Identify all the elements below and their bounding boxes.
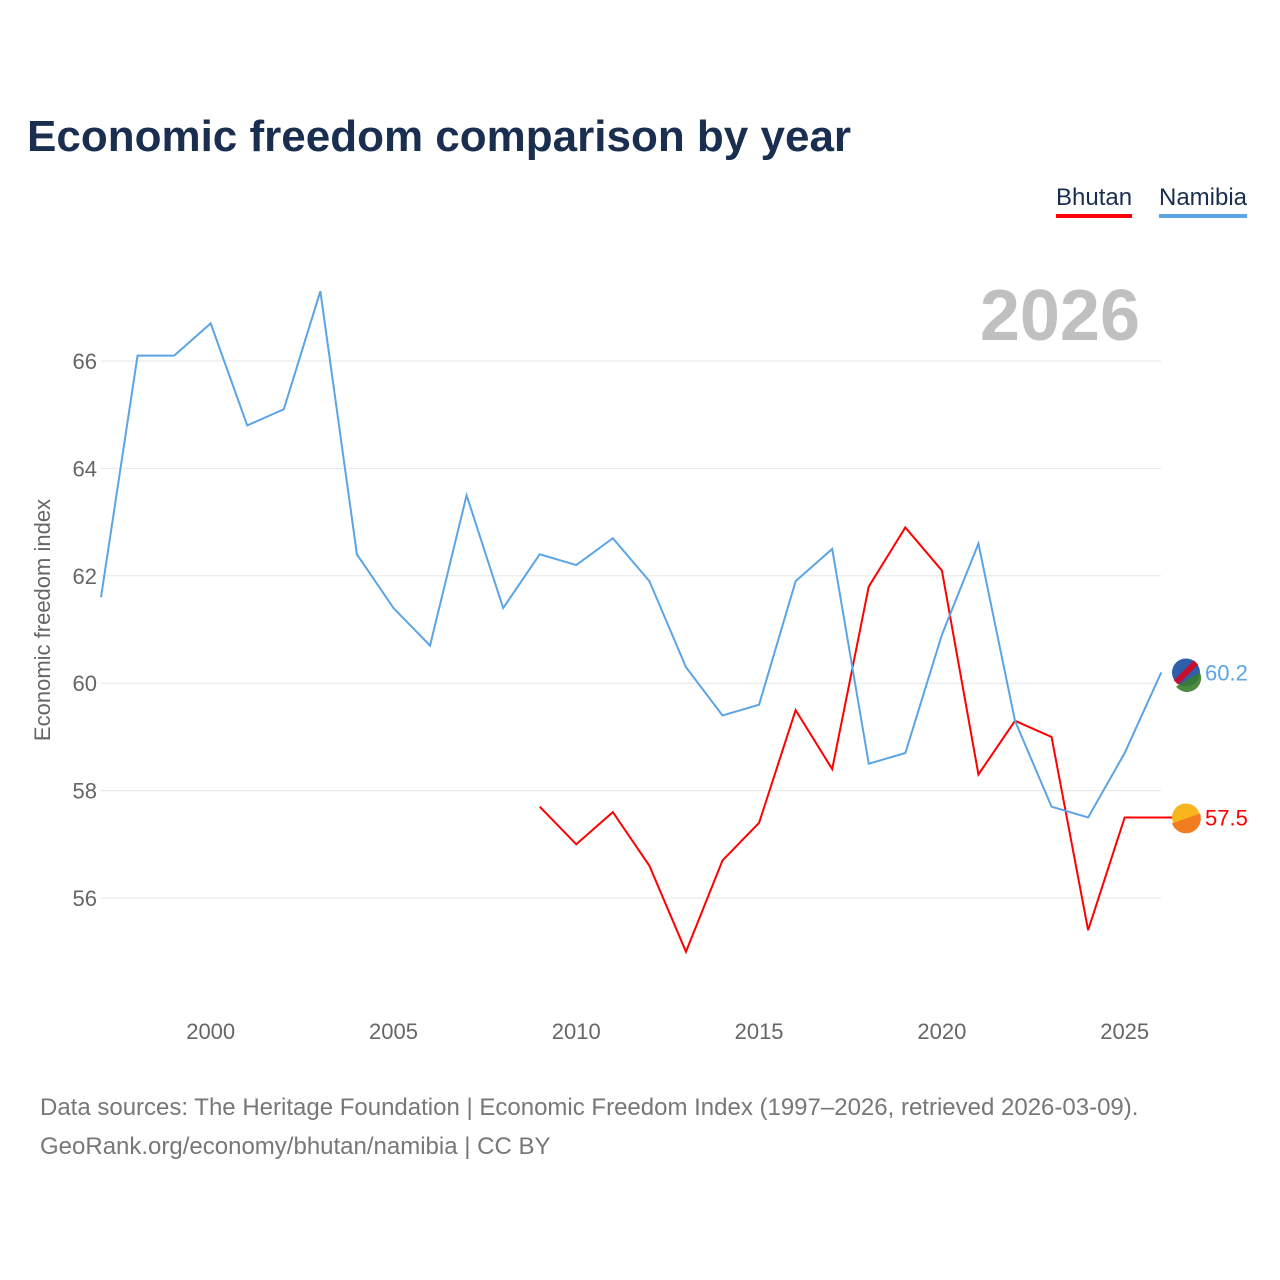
- x-tick-label: 2005: [369, 1019, 418, 1044]
- y-tick-label: 58: [73, 779, 97, 804]
- series-line-namibia: [100, 290, 1163, 819]
- end-value-label: 60.2: [1205, 660, 1248, 685]
- y-tick-label: 66: [73, 349, 97, 374]
- y-axis-label: Economic freedom index: [30, 499, 55, 741]
- x-tick-label: 2020: [917, 1019, 966, 1044]
- y-tick-label: 56: [73, 886, 97, 911]
- flag-stripe: [1173, 660, 1199, 685]
- legend-bhutan[interactable]: Bhutan: [1056, 184, 1133, 218]
- chart-title: Economic freedom comparison by year: [27, 112, 852, 161]
- end-value-label: 57.5: [1205, 805, 1248, 830]
- flag-green: [1176, 672, 1202, 692]
- y-tick-label: 62: [73, 564, 97, 589]
- source-line-2[interactable]: GeoRank.org/economy/bhutan/namibia | CC …: [40, 1133, 551, 1160]
- legend-namibia[interactable]: Namibia: [1159, 184, 1248, 218]
- y-tick-label: 64: [73, 456, 97, 481]
- x-tick-label: 2025: [1100, 1019, 1149, 1044]
- x-tick-label: 2010: [552, 1019, 601, 1044]
- source-note: Data sources: The Heritage Foundation | …: [40, 1088, 1138, 1166]
- flag-orange: [1172, 813, 1201, 834]
- source-line-1: Data sources: The Heritage Foundation | …: [40, 1094, 1139, 1121]
- series-line-bhutan: [539, 525, 1162, 955]
- x-tick-label: 2000: [186, 1019, 235, 1044]
- x-tick-label: 2015: [735, 1019, 784, 1044]
- year-watermark: 2026: [980, 276, 1140, 356]
- y-tick-label: 60: [73, 671, 97, 696]
